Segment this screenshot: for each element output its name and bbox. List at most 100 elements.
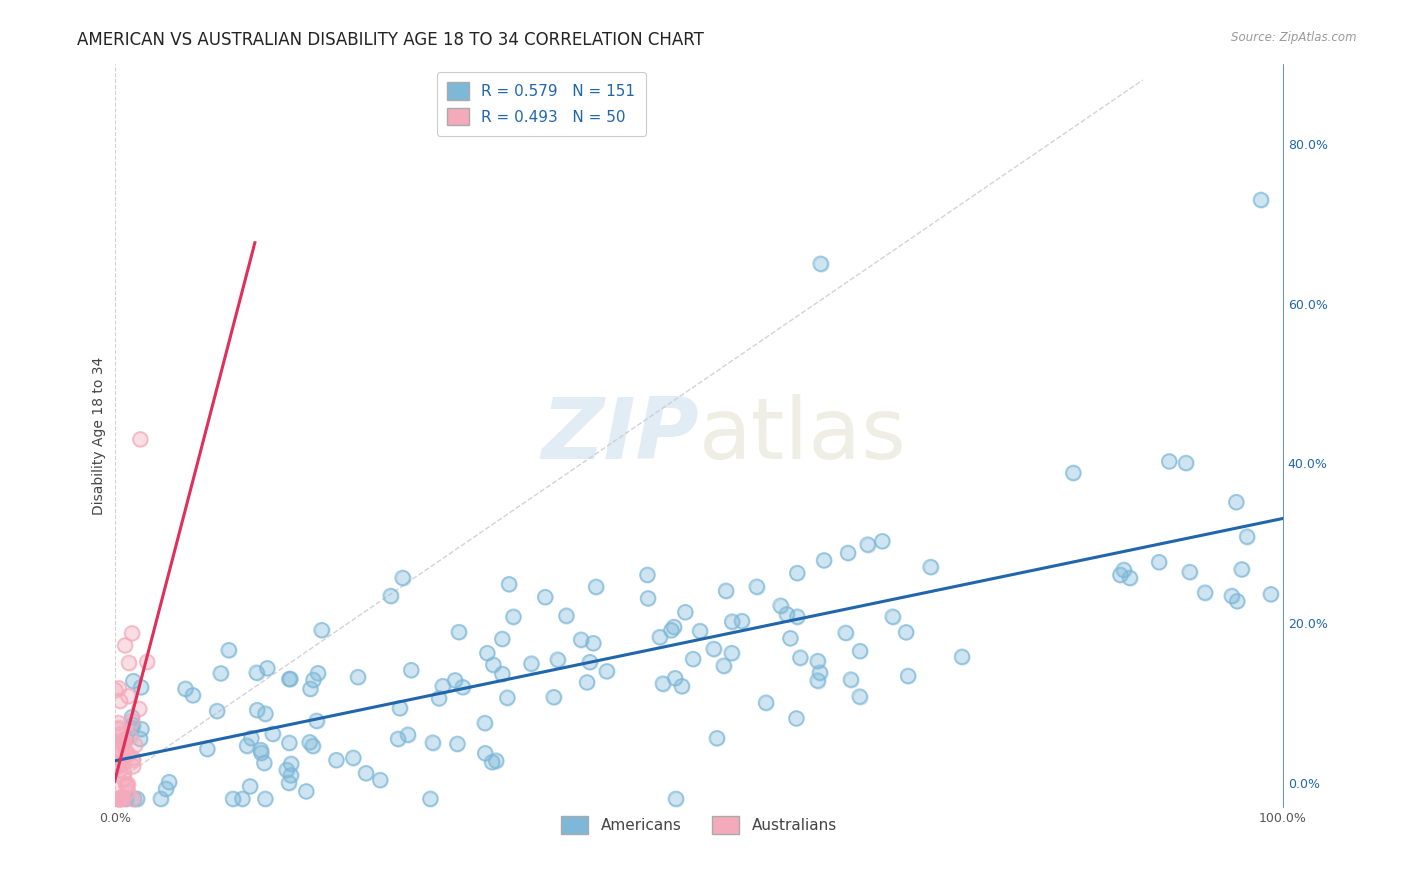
Point: [776, 607, 799, 622]
Point: [661, 624, 683, 638]
Point: [806, 654, 828, 668]
Point: [482, 657, 505, 672]
Point: [122, 791, 145, 805]
Point: [388, 701, 411, 715]
Point: [703, 641, 725, 656]
Point: [1225, 495, 1247, 509]
Point: [786, 566, 808, 580]
Point: [108, 763, 131, 777]
Point: [128, 731, 150, 746]
Point: [105, 758, 128, 772]
Point: [399, 663, 422, 677]
Point: [779, 632, 801, 646]
Point: [575, 675, 598, 690]
Point: [295, 784, 318, 798]
Point: [502, 609, 524, 624]
Point: [1174, 456, 1197, 470]
Point: [950, 649, 973, 664]
Point: [1194, 585, 1216, 599]
Point: [276, 763, 298, 777]
Point: [254, 791, 277, 805]
Point: [129, 433, 152, 447]
Point: [122, 759, 145, 773]
Point: [236, 739, 259, 753]
Point: [107, 791, 129, 805]
Point: [195, 742, 218, 756]
Point: [1236, 529, 1258, 543]
Point: [419, 791, 441, 805]
Point: [105, 758, 128, 772]
Point: [110, 746, 132, 760]
Point: [856, 537, 879, 551]
Point: [920, 560, 942, 574]
Point: [1109, 567, 1132, 582]
Point: [111, 791, 134, 805]
Point: [882, 609, 904, 624]
Point: [427, 691, 450, 706]
Point: [894, 625, 917, 640]
Point: [149, 791, 172, 805]
Point: [578, 655, 600, 669]
Point: [731, 614, 754, 628]
Point: [432, 679, 454, 693]
Point: [231, 791, 253, 805]
Point: [745, 580, 768, 594]
Point: [769, 599, 792, 613]
Point: [118, 730, 141, 744]
Point: [305, 714, 328, 728]
Point: [651, 676, 673, 690]
Point: [121, 626, 143, 640]
Point: [239, 780, 262, 794]
Point: [447, 625, 470, 640]
Point: [444, 673, 467, 688]
Point: [240, 731, 263, 745]
Point: [848, 690, 870, 704]
Point: [637, 591, 659, 606]
Point: [104, 780, 127, 794]
Point: [776, 607, 799, 622]
Point: [325, 753, 347, 767]
Point: [388, 701, 411, 715]
Point: [121, 717, 143, 731]
Point: [110, 727, 132, 741]
Point: [380, 589, 402, 603]
Point: [477, 646, 499, 660]
Point: [278, 672, 301, 686]
Point: [112, 766, 135, 780]
Point: [671, 679, 693, 693]
Point: [481, 755, 503, 769]
Point: [786, 566, 808, 580]
Point: [786, 609, 808, 624]
Point: [1230, 562, 1253, 576]
Point: [125, 791, 148, 805]
Point: [1260, 587, 1282, 601]
Point: [1220, 589, 1243, 603]
Point: [1220, 589, 1243, 603]
Point: [112, 756, 135, 770]
Point: [569, 632, 592, 647]
Point: [481, 755, 503, 769]
Point: [122, 759, 145, 773]
Point: [280, 672, 302, 686]
Point: [682, 652, 704, 666]
Point: [155, 781, 177, 796]
Point: [256, 661, 278, 675]
Point: [808, 665, 831, 680]
Point: [115, 779, 138, 793]
Point: [502, 609, 524, 624]
Point: [111, 735, 134, 749]
Point: [1178, 565, 1201, 579]
Point: [107, 791, 129, 805]
Point: [555, 608, 578, 623]
Point: [474, 716, 496, 731]
Point: [121, 721, 143, 735]
Point: [839, 673, 862, 687]
Point: [107, 681, 129, 696]
Point: [745, 580, 768, 594]
Point: [108, 763, 131, 777]
Point: [636, 567, 658, 582]
Point: [181, 689, 204, 703]
Point: [651, 676, 673, 690]
Point: [578, 655, 600, 669]
Point: [245, 665, 267, 680]
